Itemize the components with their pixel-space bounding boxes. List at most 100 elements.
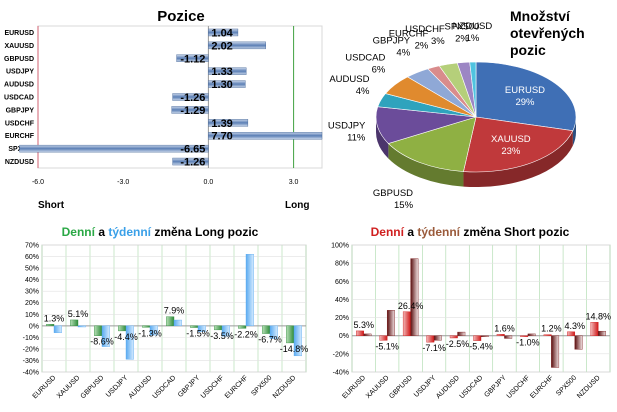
daily-change-bar [590,322,599,336]
y-tick-label: 0% [29,323,39,330]
category-label: EURCHF [5,133,35,140]
category-label: EURCHF [224,374,250,400]
pie-slice-percent: 15% [394,200,414,211]
pie-title-line-2: otevřených [510,25,585,41]
short-label: Short [38,200,65,211]
daily-change-bar [166,316,175,327]
weekly-change-bar [410,258,419,336]
pie-slice-name: EURUSD [505,85,545,96]
position-value-label: 1.30 [211,79,232,91]
category-label: XAUUSD [365,374,391,400]
y-tick-label: 40% [335,297,349,304]
y-tick-label: 50% [25,266,39,273]
weekly-change-bar [504,335,513,339]
weekly-change-bar [527,333,536,336]
position-value-label: -1.12 [180,53,205,65]
position-bar [208,119,249,127]
category-label: USDJPY [105,374,130,399]
weekly-change-bar [480,335,489,337]
category-label: EURUSD [32,374,58,400]
weekly-change-bar [433,335,442,341]
x-tick-label: 3.0 [289,179,299,186]
position-value-label: 7.70 [211,131,232,143]
daily-change-bar [379,335,388,341]
pie-slice [463,116,574,173]
daily-change-bar [214,325,223,331]
weekly-change-bar [598,330,606,336]
position-value-label: 1.04 [211,27,233,39]
change-value-label: -1.0% [516,338,540,348]
short-change-chart: Denní a týdenní změna Short pozic 100% 80… [331,225,611,400]
category-label: USDJPY [6,69,34,76]
change-value-label: 5.1% [68,309,89,319]
long-label: Long [285,200,309,211]
y-tick-label: 20% [335,315,349,322]
category-label: USDCAD [152,374,178,400]
weekly-change-bar [53,325,62,333]
pie-slice-percent: 2% [415,40,429,51]
daily-change-bar [70,319,79,327]
category-label: XAUUSD [4,43,34,50]
pie-slice-percent: 11% [347,132,366,143]
pie-slice-percent: 1% [466,33,480,44]
weekly-change-bar [269,325,278,339]
category-label: AUDUSD [435,374,461,400]
pie-slice-percent: 29% [515,97,535,108]
position-value-label: -1.26 [180,157,205,169]
change-value-label: 1.6% [494,323,515,333]
pie-slice-name: GBPUSD [373,188,413,199]
daily-change-bar [94,325,103,336]
daily-change-bar [356,330,364,336]
category-label: NZDUSD [576,374,602,400]
weekly-change-bar [197,325,206,332]
weekly-change-bar [245,254,254,327]
category-label: USDCHF [506,374,532,400]
weekly-change-bar [386,310,395,336]
change-value-label: -3.5% [210,331,234,341]
change-value-label: -4.4% [114,332,138,342]
weekly-change-bar [101,325,110,347]
category-label: GBPJPY [177,374,202,399]
y-tick-label: 40% [25,277,39,284]
pie-slice [387,116,477,172]
long-change-chart: Denní a týdenní změna Long pozic 70% 60% 5… [23,225,309,400]
daily-change-bar [118,325,127,332]
change-value-label: -1.5% [186,329,210,339]
position-bar [208,28,239,37]
daily-change-bar [473,335,482,341]
change-value-label: -5.4% [469,342,493,352]
category-label: GBPUSD [80,374,106,400]
long-title-part-3: týdenní [108,225,151,239]
y-tick-label: 10% [25,312,39,319]
daily-change-bar [449,335,458,339]
position-bar [19,144,209,153]
short-title-part-1: Denní [371,225,405,239]
y-tick-label: 80% [335,261,349,268]
position-value-label: 1.33 [211,66,232,78]
position-value-label: 1.39 [211,118,232,130]
category-label: EURUSD [4,30,34,37]
pie-slice [469,61,477,118]
pie-slice-percent: 4% [356,86,370,97]
change-value-label: 7.9% [164,306,185,316]
change-value-label: -7.1% [422,343,446,353]
pie-title-line-3: pozic [510,42,546,58]
weekly-change-bar [77,325,86,328]
position-bar [172,93,209,101]
daily-change-bar [142,325,151,328]
category-label: NZDUSD [5,159,34,166]
change-value-label: -6.7% [258,335,282,345]
change-value-label: 26.4% [398,301,424,311]
pie-slice-percent: 6% [372,65,386,76]
daily-change-bar [262,325,271,334]
category-label: AUDUSD [128,374,154,400]
position-bar [208,132,323,140]
x-tick-label: -3.0 [117,179,129,186]
change-value-label: -2.2% [234,329,258,339]
pie-slice-percent: 3% [431,36,445,47]
short-title-part-3: týdenní [417,225,460,239]
pie-title-line-1: Množství [510,8,571,24]
position-bar [208,67,247,75]
